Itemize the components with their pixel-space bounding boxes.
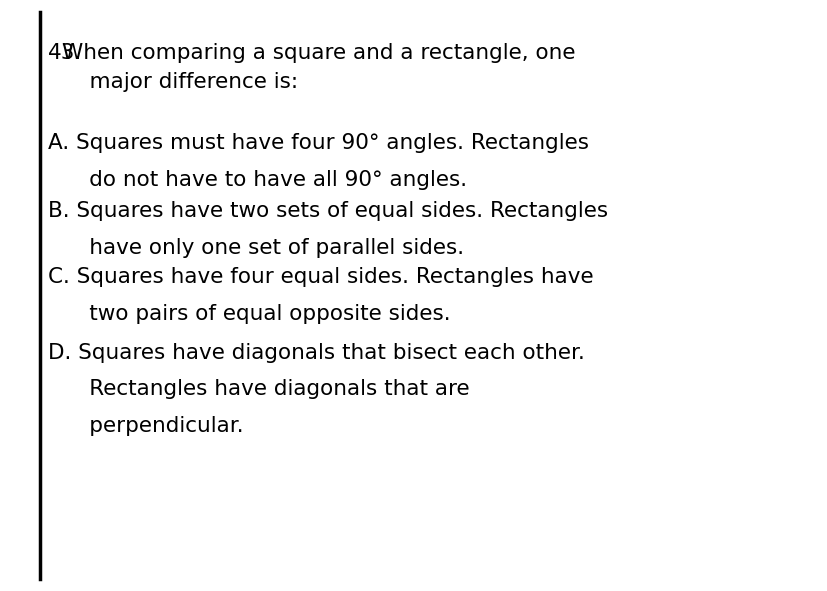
Text: B. Squares have two sets of equal sides. Rectangles: B. Squares have two sets of equal sides.… (48, 201, 607, 221)
Text: D. Squares have diagonals that bisect each other.: D. Squares have diagonals that bisect ea… (48, 343, 584, 363)
Text: Rectangles have diagonals that are: Rectangles have diagonals that are (48, 379, 469, 400)
Text: A. Squares must have four 90° angles. Rectangles: A. Squares must have four 90° angles. Re… (48, 133, 588, 153)
Text: 43.: 43. (48, 43, 82, 63)
Text: C. Squares have four equal sides. Rectangles have: C. Squares have four equal sides. Rectan… (48, 267, 593, 287)
Text: do not have to have all 90° angles.: do not have to have all 90° angles. (48, 170, 466, 190)
Text: perpendicular.: perpendicular. (48, 416, 243, 436)
Text: two pairs of equal opposite sides.: two pairs of equal opposite sides. (48, 304, 450, 324)
Text: When comparing a square and a rectangle, one: When comparing a square and a rectangle,… (62, 43, 575, 63)
Text: have only one set of parallel sides.: have only one set of parallel sides. (48, 238, 464, 258)
Text: major difference is:: major difference is: (62, 72, 298, 92)
